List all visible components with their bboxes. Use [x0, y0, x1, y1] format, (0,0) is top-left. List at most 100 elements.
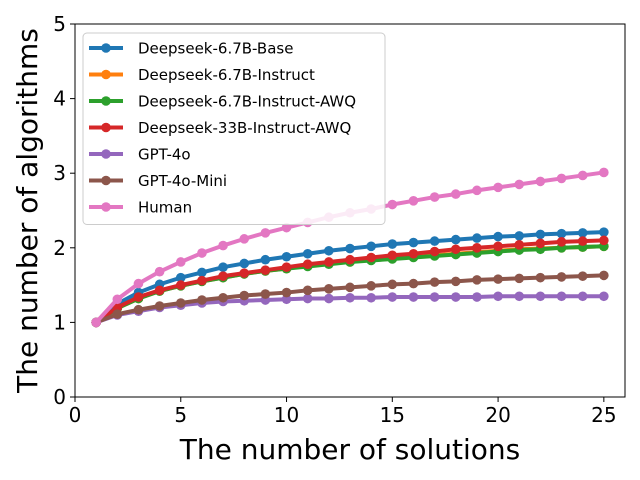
legend-swatch-marker — [101, 149, 111, 159]
data-point — [535, 229, 546, 240]
data-point — [112, 309, 123, 319]
data-point — [577, 236, 588, 246]
data-point — [154, 285, 165, 296]
y-tick-label: 3 — [53, 161, 66, 185]
data-point — [472, 275, 482, 285]
data-point — [324, 284, 334, 294]
data-point — [493, 241, 503, 252]
data-point — [175, 257, 186, 267]
data-point — [599, 291, 609, 302]
series-deepseek-6-7b-base — [91, 227, 609, 328]
series-deepseek-33b-instruct-awq — [91, 235, 609, 328]
legend: Deepseek-6.7B-Base Deepseek-6.7B-Instruct… — [82, 32, 386, 225]
data-point — [324, 293, 334, 304]
legend-label: Human — [138, 199, 192, 217]
data-point — [197, 267, 207, 278]
data-point — [345, 254, 355, 265]
legend-label: Deepseek-6.7B-Instruct — [138, 66, 315, 84]
legend-item: GPT-4o-Mini — [89, 172, 227, 190]
data-point — [514, 273, 525, 284]
data-point — [577, 170, 588, 181]
data-point — [154, 301, 165, 311]
data-point — [281, 251, 292, 262]
data-point — [302, 293, 313, 304]
data-point — [472, 185, 482, 196]
data-point — [408, 196, 419, 206]
y-tick-label: 0 — [53, 385, 66, 409]
data-point — [450, 276, 461, 287]
data-point — [218, 262, 228, 272]
data-point — [599, 227, 609, 237]
data-point — [429, 292, 440, 302]
data-point — [514, 179, 525, 190]
y-tick-label: 5 — [53, 12, 66, 36]
legend-label: Deepseek-6.7B-Instruct-AWQ — [138, 93, 356, 111]
data-point — [408, 278, 419, 289]
data-point — [387, 239, 398, 249]
data-point — [175, 280, 186, 290]
data-point — [450, 189, 461, 199]
data-point — [133, 304, 144, 315]
data-point — [599, 167, 609, 178]
legend-swatch-marker — [101, 122, 111, 133]
data-point — [239, 268, 250, 278]
data-point — [366, 252, 376, 263]
data-point — [324, 257, 334, 267]
y-tick-label: 1 — [53, 310, 66, 334]
data-point — [514, 231, 525, 241]
data-point — [175, 272, 186, 283]
data-point — [450, 292, 461, 302]
data-point — [91, 317, 101, 328]
data-point — [112, 302, 123, 313]
legend-item: Deepseek-33B-Instruct-AWQ — [89, 119, 351, 137]
data-point — [577, 228, 588, 238]
data-point — [260, 228, 271, 238]
data-point — [514, 240, 525, 250]
y-tick-label: 2 — [53, 236, 66, 260]
x-tick-label: 25 — [591, 403, 616, 427]
data-point — [112, 294, 123, 305]
legend-item: Human — [89, 199, 192, 217]
x-tick-label: 5 — [174, 403, 187, 427]
legend-swatch-marker — [101, 202, 111, 212]
axes-frame — [74, 23, 626, 398]
legend-swatch-marker — [101, 43, 111, 53]
axis-ticks: 0 5 10 15 20 25 0 1 2 3 4 5 — [53, 12, 616, 427]
data-point — [302, 248, 313, 259]
data-point — [472, 243, 482, 253]
x-tick-label: 0 — [69, 403, 82, 427]
legend-swatch-marker — [101, 69, 111, 80]
data-point — [450, 244, 461, 255]
data-point — [556, 173, 567, 184]
data-point — [387, 199, 398, 210]
x-tick-label: 20 — [485, 403, 510, 427]
data-point — [260, 254, 271, 265]
data-point — [239, 258, 250, 269]
data-point — [302, 259, 313, 270]
legend-swatch-marker — [101, 96, 111, 106]
data-point — [387, 292, 398, 302]
data-point — [366, 292, 376, 303]
data-point — [260, 289, 271, 299]
data-point — [239, 234, 250, 244]
data-point — [599, 270, 609, 281]
data-point — [450, 234, 461, 245]
data-point — [556, 272, 567, 282]
x-axis-title: The number of solutions — [179, 433, 521, 466]
data-point — [408, 237, 419, 248]
data-point — [577, 291, 588, 302]
data-point — [281, 287, 292, 298]
data-point — [599, 235, 609, 246]
data-point — [493, 182, 503, 193]
data-point — [281, 222, 292, 233]
data-point — [345, 243, 355, 254]
data-point — [535, 291, 546, 302]
legend-item: Deepseek-6.7B-Base — [89, 40, 293, 58]
data-point — [345, 292, 355, 303]
data-point — [429, 192, 440, 202]
data-point — [366, 281, 376, 291]
data-point — [387, 279, 398, 290]
data-point — [472, 292, 482, 302]
data-point — [133, 278, 144, 289]
data-point — [175, 298, 186, 308]
